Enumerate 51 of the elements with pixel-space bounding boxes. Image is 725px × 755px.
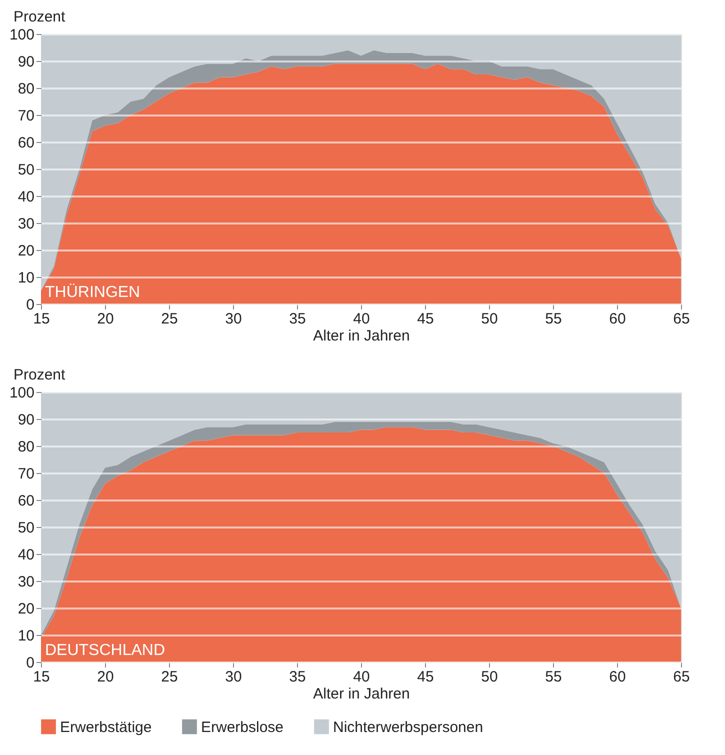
- y-tick-label: 90: [18, 412, 34, 428]
- x-tick-label: 30: [225, 668, 242, 686]
- x-axis-title: Alter in Jahren: [313, 686, 410, 702]
- x-tick-label: 40: [353, 668, 370, 686]
- y-tick-label: 0: [26, 654, 34, 672]
- y-tick-label: 10: [18, 628, 34, 644]
- y-tick-label: 70: [18, 466, 34, 482]
- y-axis-title: Prozent: [14, 8, 66, 26]
- x-tick-label: 25: [161, 310, 178, 328]
- y-tick-label: 70: [18, 108, 34, 124]
- legend-label: Erwerbstätige: [60, 718, 152, 736]
- y-tick-label: 80: [18, 80, 34, 98]
- x-tick-label: 30: [225, 310, 242, 328]
- y-tick-label: 60: [18, 492, 34, 510]
- legend-label: Erwerbslose: [201, 718, 284, 736]
- x-tick-label: 20: [97, 310, 114, 328]
- y-tick-label: 40: [18, 188, 34, 206]
- y-tick-label: 10: [18, 270, 34, 286]
- x-tick-label: 50: [481, 668, 498, 686]
- y-tick-label: 90: [18, 54, 34, 70]
- x-tick-label: 50: [481, 310, 498, 328]
- x-tick-label: 15: [33, 668, 50, 686]
- x-tick-label: 15: [33, 310, 50, 328]
- y-axis-title: Prozent: [14, 366, 66, 384]
- y-tick-label: 100: [9, 384, 34, 402]
- y-tick-label: 20: [18, 600, 34, 618]
- x-tick-label: 55: [545, 668, 562, 686]
- y-tick-label: 40: [18, 546, 34, 564]
- x-tick-label: 35: [289, 310, 306, 328]
- x-tick-label: 60: [609, 310, 626, 328]
- y-tick-label: 50: [18, 162, 34, 178]
- y-tick-label: 50: [18, 520, 34, 536]
- x-tick-label: 45: [417, 310, 434, 328]
- x-tick-label: 20: [97, 668, 114, 686]
- y-tick-label: 60: [18, 134, 34, 152]
- x-tick-label: 25: [161, 668, 178, 686]
- legend-label: Nichterwerbspersonen: [333, 718, 484, 736]
- x-tick-label: 65: [673, 310, 690, 328]
- x-tick-label: 35: [289, 668, 306, 686]
- x-tick-label: 40: [353, 310, 370, 328]
- x-tick-label: 55: [545, 310, 562, 328]
- x-tick-label: 60: [609, 668, 626, 686]
- y-tick-label: 20: [18, 242, 34, 260]
- y-tick-label: 0: [26, 296, 34, 314]
- y-tick-label: 30: [18, 574, 34, 590]
- x-tick-label: 45: [417, 668, 434, 686]
- y-tick-label: 80: [18, 438, 34, 456]
- y-tick-label: 30: [18, 216, 34, 232]
- y-tick-label: 100: [9, 26, 34, 44]
- x-tick-label: 65: [673, 668, 690, 686]
- x-axis-title: Alter in Jahren: [313, 328, 410, 344]
